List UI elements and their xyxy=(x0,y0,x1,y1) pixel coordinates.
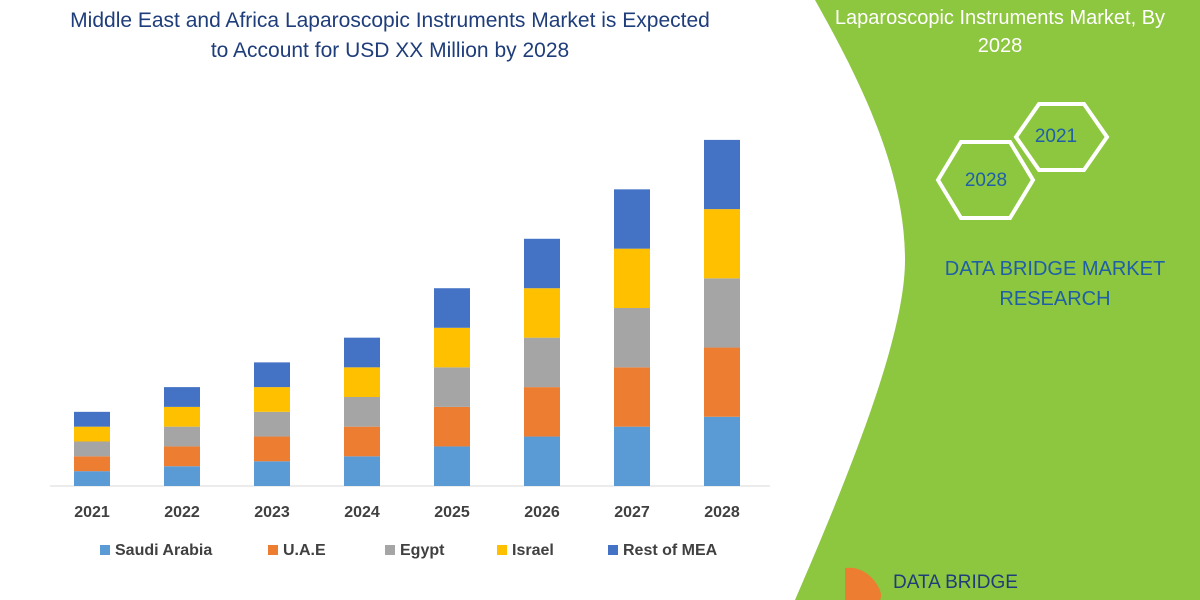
bar-segment xyxy=(164,387,200,407)
bar-segment xyxy=(254,387,290,412)
bar-segment xyxy=(434,327,470,368)
x-tick-label: 2025 xyxy=(434,504,470,521)
legend-marker xyxy=(385,545,395,555)
x-tick-label: 2023 xyxy=(254,504,290,521)
bar-segment xyxy=(434,406,470,447)
logo-text: DATA BRIDGE xyxy=(893,572,1018,593)
bar-segment xyxy=(74,456,110,472)
x-tick-label: 2022 xyxy=(164,504,200,521)
legend-label: Rest of MEA xyxy=(623,542,718,559)
bar-segment xyxy=(614,308,650,368)
bar-segment xyxy=(74,441,110,457)
bar-segment xyxy=(74,411,110,427)
hexagon xyxy=(935,140,1036,220)
legend-marker xyxy=(100,545,110,555)
x-tick-label: 2028 xyxy=(704,504,740,521)
x-tick-label: 2027 xyxy=(614,504,650,521)
x-tick-label: 2021 xyxy=(74,504,110,521)
bar-segment xyxy=(704,347,740,417)
bar-segment xyxy=(164,426,200,447)
legend-marker xyxy=(268,545,278,555)
legend-label: Egypt xyxy=(400,542,445,559)
bar-segment xyxy=(344,367,380,397)
legend-marker xyxy=(608,545,618,555)
logo-icon xyxy=(845,567,881,600)
bar-segment xyxy=(524,436,560,486)
legend-label: U.A.E xyxy=(283,542,326,559)
bar-segment xyxy=(164,406,200,427)
chart-title: Middle East and Africa Laparoscopic Inst… xyxy=(70,9,710,62)
bar-segment xyxy=(344,456,380,486)
panel-title: Laparoscopic Instruments Market, By 2028 xyxy=(834,7,1166,57)
bar-segment xyxy=(434,446,470,486)
hexagon xyxy=(1013,102,1110,172)
bar-segment xyxy=(434,288,470,328)
bar-segment xyxy=(614,426,650,486)
bar-segment xyxy=(254,411,290,437)
bar-segment xyxy=(254,436,290,462)
bar-segment xyxy=(434,367,470,407)
x-tick-label: 2024 xyxy=(344,504,380,521)
legend-marker xyxy=(497,545,507,555)
bar-segment xyxy=(614,367,650,427)
bar-segment xyxy=(254,362,290,388)
hexagon-label: 2028 xyxy=(965,170,1007,191)
bar-segment xyxy=(344,337,380,368)
bar-segment xyxy=(254,461,290,486)
bar-segment xyxy=(524,337,560,388)
bar-segment xyxy=(164,466,200,486)
bar-segment xyxy=(704,139,740,210)
brand-text: DATA BRIDGE MARKET RESEARCH xyxy=(944,258,1166,310)
legend-label: Saudi Arabia xyxy=(115,542,212,559)
bar-segment xyxy=(524,387,560,437)
bar-segment xyxy=(74,426,110,442)
bar-segment xyxy=(74,471,110,486)
bar-segment xyxy=(344,397,380,427)
legend-label: Israel xyxy=(512,542,554,559)
bar-segment xyxy=(614,248,650,308)
bar-segment xyxy=(524,288,560,338)
bar-segment xyxy=(704,209,740,279)
bar-segment xyxy=(164,446,200,467)
bar-segment xyxy=(344,426,380,457)
hexagon-label: 2021 xyxy=(1035,126,1077,147)
bar-segment xyxy=(704,278,740,348)
x-tick-label: 2026 xyxy=(524,504,560,521)
bar-segment xyxy=(614,189,650,249)
bar-segment xyxy=(704,416,740,486)
bar-segment xyxy=(524,238,560,289)
